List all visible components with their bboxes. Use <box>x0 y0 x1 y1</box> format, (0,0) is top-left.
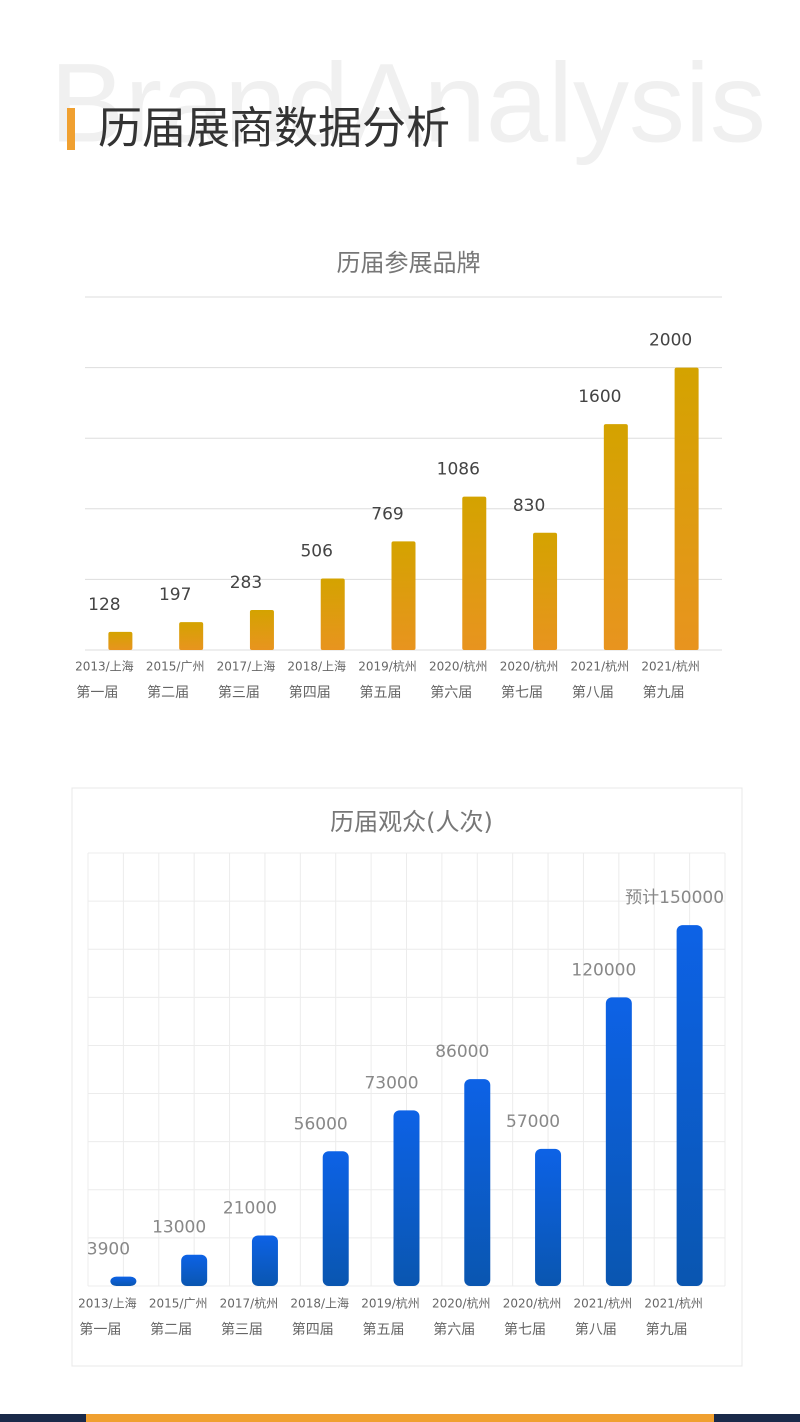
edition-label: 第二届 <box>150 1321 192 1338</box>
bar <box>603 424 628 650</box>
edition-label: 第四届 <box>289 684 331 701</box>
data-label: 73000 <box>364 1073 418 1093</box>
edition-label: 第二届 <box>147 684 189 701</box>
x-tick-label: 2013/上海 <box>75 659 134 674</box>
bar <box>108 631 133 650</box>
data-label: 2000 <box>649 331 692 351</box>
data-label: 预计150000 <box>625 888 724 908</box>
chart-title: 历届观众(人次) <box>330 808 493 836</box>
x-tick-label: 2017/杭州 <box>220 1296 279 1311</box>
x-tick-label: 2021/杭州 <box>641 659 700 674</box>
edition-label: 第八届 <box>572 684 614 701</box>
edition-label: 第七届 <box>501 684 543 701</box>
bar <box>533 532 558 650</box>
bar <box>535 1148 562 1286</box>
data-label: 830 <box>513 496 545 516</box>
edition-label: 第五届 <box>363 1321 405 1338</box>
title-accent <box>67 108 75 150</box>
x-tick-label: 2021/杭州 <box>644 1296 703 1311</box>
edition-label: 第七届 <box>504 1321 546 1338</box>
x-tick-label: 2015/广州 <box>146 660 205 674</box>
data-label: 56000 <box>294 1114 348 1134</box>
data-label: 120000 <box>571 960 636 980</box>
data-label: 769 <box>371 504 403 524</box>
data-label: 197 <box>159 585 191 605</box>
panel <box>71 787 743 1367</box>
x-tick-label: 2018/上海 <box>290 1296 349 1311</box>
data-label: 21000 <box>223 1198 277 1218</box>
bar <box>393 1110 420 1286</box>
bar <box>320 578 345 650</box>
edition-label: 第四届 <box>292 1321 334 1338</box>
data-label: 283 <box>230 573 262 593</box>
x-tick-label: 2020/杭州 <box>503 1296 562 1311</box>
x-tick-label: 2020/杭州 <box>432 1296 491 1311</box>
bar <box>676 925 703 1286</box>
bar <box>391 541 416 650</box>
bar <box>110 1276 137 1286</box>
x-tick-label: 2020/杭州 <box>429 659 488 674</box>
bar <box>179 622 204 650</box>
data-label: 506 <box>300 542 332 562</box>
bar <box>251 1235 278 1286</box>
x-tick-label: 2019/杭州 <box>358 659 417 674</box>
data-label: 3900 <box>87 1240 130 1260</box>
bar <box>322 1151 349 1286</box>
x-tick-label: 2013/上海 <box>78 1296 137 1311</box>
data-label: 86000 <box>435 1042 489 1062</box>
edition-label: 第三届 <box>218 684 260 701</box>
data-label: 128 <box>88 595 120 615</box>
x-tick-label: 2015/广州 <box>149 1297 208 1311</box>
edition-label: 第六届 <box>430 684 472 701</box>
bar <box>249 610 274 650</box>
chart-title: 历届参展品牌 <box>337 249 481 277</box>
bar <box>464 1079 491 1286</box>
x-tick-label: 2019/杭州 <box>361 1296 420 1311</box>
data-label: 57000 <box>506 1112 560 1132</box>
data-label: 1600 <box>578 387 621 407</box>
x-tick-label: 2017/上海 <box>217 659 276 674</box>
watermark: BrandAnalysis <box>50 41 766 166</box>
bar <box>181 1254 208 1286</box>
edition-label: 第一届 <box>76 684 118 701</box>
x-tick-label: 2021/杭州 <box>574 1296 633 1311</box>
edition-label: 第一届 <box>79 1321 121 1338</box>
footer-accent <box>86 1414 714 1422</box>
x-tick-label: 2021/杭州 <box>571 659 630 674</box>
edition-label: 第九届 <box>643 684 685 701</box>
bar <box>605 997 632 1286</box>
bar <box>674 367 699 650</box>
bar <box>462 496 487 650</box>
edition-label: 第八届 <box>575 1321 617 1338</box>
edition-label: 第五届 <box>360 684 402 701</box>
data-label: 13000 <box>152 1218 206 1238</box>
edition-label: 第九届 <box>646 1321 688 1338</box>
page-title: 历届展商数据分析 <box>98 103 450 154</box>
edition-label: 第三届 <box>221 1321 263 1338</box>
edition-label: 第六届 <box>433 1321 475 1338</box>
x-tick-label: 2020/杭州 <box>500 659 559 674</box>
data-label: 1086 <box>437 460 480 480</box>
x-tick-label: 2018/上海 <box>287 659 346 674</box>
